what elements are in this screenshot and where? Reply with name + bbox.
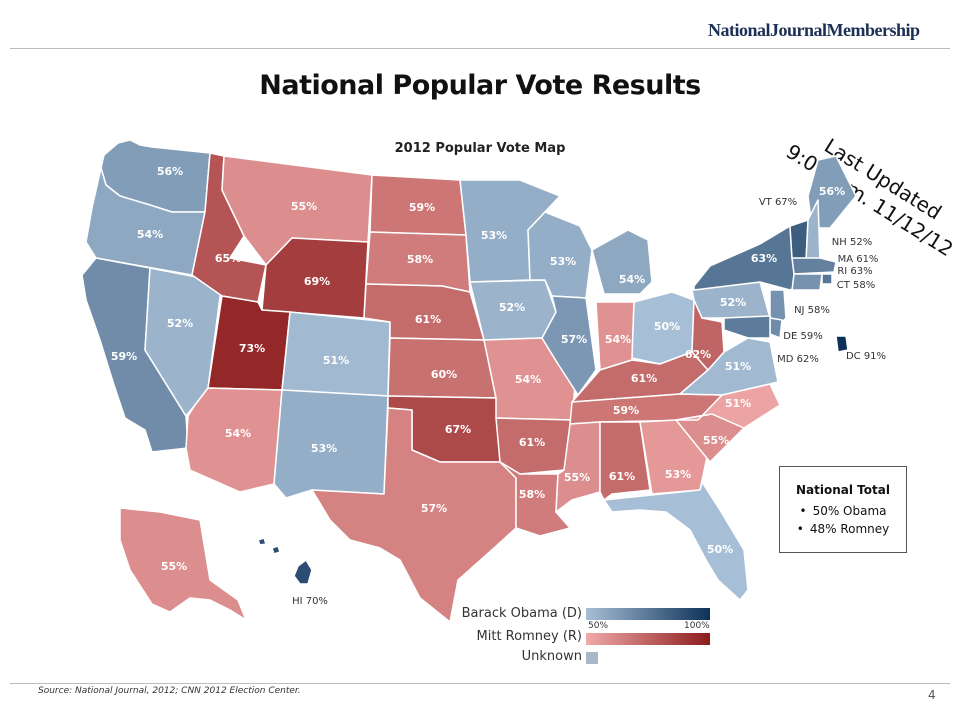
map-subtitle: 2012 Popular Vote Map [394, 141, 566, 156]
bottom-divider [10, 683, 950, 684]
state-ct [791, 273, 823, 291]
state-fl [603, 481, 749, 601]
state-label-ia: 52% [499, 301, 525, 314]
state-vt [789, 219, 809, 263]
state-label-ut: 73% [239, 342, 265, 355]
state-label-ct: CT 58% [837, 280, 876, 291]
state-label-nh: NH 52% [832, 237, 872, 248]
legend-unknown-label: Unknown [521, 649, 582, 664]
legend-scale-max: 100% [684, 621, 710, 631]
state-label-or: 54% [137, 228, 163, 241]
source-note: Source: National Journal, 2012; CNN 2012… [38, 686, 301, 696]
state-label-hi: HI 70% [292, 596, 328, 607]
state-label-tn: 59% [613, 404, 639, 417]
state-label-de: DE 59% [783, 331, 822, 342]
state-label-sc: 55% [703, 434, 729, 447]
legend-scale-min: 50% [588, 621, 609, 631]
state-label-wa: 56% [157, 165, 183, 178]
legend-romney-gradient [586, 633, 710, 645]
page-number: 4 [928, 688, 936, 702]
state-label-nd: 59% [409, 201, 435, 214]
state-tx [311, 407, 517, 623]
national-total-obama: 50% Obama [780, 502, 906, 520]
legend-obama-gradient [586, 608, 710, 620]
state-label-wv: 62% [685, 348, 711, 361]
state-ri [821, 273, 833, 285]
state-md [723, 315, 771, 339]
state-label-ny: 63% [751, 252, 777, 265]
state-de [769, 317, 783, 339]
state-label-in: 54% [605, 333, 631, 346]
state-la [499, 461, 571, 537]
national-total-box: National Total 50% Obama 48% Romney [779, 466, 907, 553]
state-label-id: 65% [215, 252, 241, 265]
state-va [679, 337, 779, 396]
state-label-co: 51% [323, 354, 349, 367]
national-total-heading: National Total [796, 483, 890, 497]
state-label-mt: 55% [291, 200, 317, 213]
state-label-ga: 53% [665, 468, 691, 481]
state-ms [555, 421, 601, 513]
state-label-sd: 58% [407, 253, 433, 266]
state-label-mn: 53% [481, 229, 507, 242]
state-label-al: 61% [609, 470, 635, 483]
state-label-me: 56% [819, 185, 845, 198]
state-hi [257, 537, 313, 585]
state-label-vt: VT 67% [759, 197, 797, 208]
state-label-nv: 52% [167, 317, 193, 330]
state-ak [119, 507, 247, 621]
state-label-il: 57% [561, 333, 587, 346]
national-total-romney: 48% Romney [780, 520, 906, 538]
state-label-ri: RI 63% [837, 266, 872, 277]
state-label-az: 54% [225, 427, 251, 440]
state-label-wi: 53% [550, 255, 576, 268]
state-label-nm: 53% [311, 442, 337, 455]
state-label-la: 58% [519, 488, 545, 501]
state-label-pa: 52% [720, 296, 746, 309]
state-nh [805, 199, 821, 263]
state-label-nj: NJ 58% [794, 305, 830, 316]
state-label-ak: 55% [161, 560, 187, 573]
state-mi [591, 229, 653, 295]
legend-obama-label: Barack Obama (D) [461, 606, 582, 621]
state-label-ky: 61% [631, 372, 657, 385]
page-title: National Popular Vote Results [259, 70, 701, 101]
state-label-ok: 67% [445, 423, 471, 436]
state-label-ne: 61% [415, 313, 441, 326]
state-il [541, 295, 597, 396]
legend-unknown-swatch [586, 652, 598, 664]
state-az [185, 387, 283, 493]
state-label-fl: 50% [707, 543, 733, 556]
state-label-ma: MA 61% [838, 254, 879, 265]
state-label-nc: 51% [725, 397, 751, 410]
state-label-mo: 54% [515, 373, 541, 386]
national-total-list: 50% Obama 48% Romney [780, 502, 906, 538]
state-label-ca: 59% [111, 350, 137, 363]
state-label-va: 51% [725, 360, 751, 373]
state-label-ms: 55% [564, 471, 590, 484]
state-ma [791, 257, 837, 275]
brand-logo: NationalJournalMembership [708, 20, 920, 40]
state-label-ar: 61% [519, 436, 545, 449]
state-label-ks: 60% [431, 368, 457, 381]
state-label-wy: 69% [304, 275, 330, 288]
state-label-oh: 50% [654, 320, 680, 333]
legend-romney-label: Mitt Romney (R) [476, 629, 582, 644]
state-label-dc: DC 91% [846, 351, 886, 362]
state-ar [495, 417, 573, 475]
state-label-mi: 54% [619, 273, 645, 286]
top-divider [10, 48, 950, 49]
state-label-tx: 57% [421, 502, 447, 515]
state-label-md: MD 62% [777, 354, 819, 365]
state-dc [835, 335, 849, 353]
